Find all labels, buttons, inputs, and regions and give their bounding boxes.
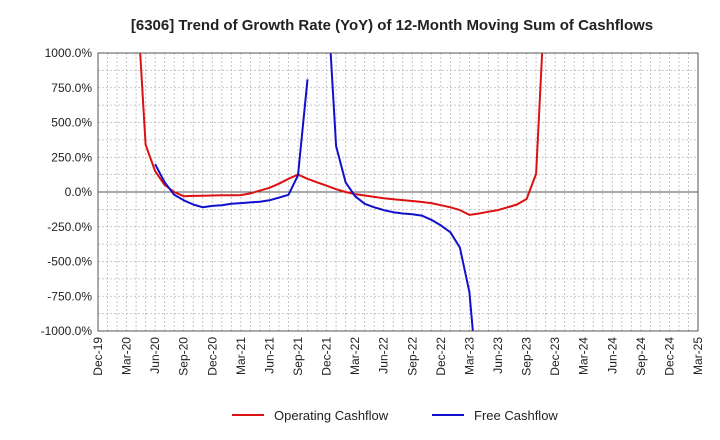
x-tick-label: Dec-22 bbox=[434, 337, 448, 376]
x-tick-label: Mar-21 bbox=[234, 337, 248, 375]
x-tick-label: Mar-25 bbox=[691, 337, 705, 375]
series-line-free-cashflow bbox=[329, 53, 474, 331]
x-tick-label: Sep-23 bbox=[520, 337, 534, 376]
x-tick-label: Dec-19 bbox=[91, 337, 105, 376]
x-axis-tick-labels: Dec-19 Mar-20 Jun-20 Sep-20 Dec-20 Mar-21 Jun-… bbox=[91, 337, 705, 376]
x-tick-label: Jun-23 bbox=[491, 337, 505, 374]
y-tick-label: 1000.0% bbox=[45, 46, 93, 60]
x-tick-label: Mar-24 bbox=[577, 337, 591, 375]
x-tick-label: Jun-22 bbox=[377, 337, 391, 374]
x-tick-label: Jun-20 bbox=[148, 337, 162, 374]
y-tick-label: 500.0% bbox=[51, 116, 92, 130]
horizontal-gridlines bbox=[98, 52, 698, 332]
x-tick-label: Mar-23 bbox=[462, 337, 476, 375]
y-tick-label: -250.0% bbox=[47, 220, 92, 234]
x-tick-label: Mar-20 bbox=[120, 337, 134, 375]
y-axis-tick-labels: 1000.0% 750.0% 500.0% 250.0% 0.0% -250.0% -500… bbox=[41, 46, 93, 338]
y-tick-label: 750.0% bbox=[51, 81, 92, 95]
x-tick-label: Sep-22 bbox=[405, 337, 419, 376]
x-tick-label: Sep-21 bbox=[291, 337, 305, 376]
series-line-free-cashflow bbox=[154, 79, 309, 209]
x-tick-label: Jun-21 bbox=[262, 337, 276, 374]
y-tick-label: -500.0% bbox=[47, 255, 92, 269]
x-tick-label: Dec-24 bbox=[662, 337, 676, 376]
y-tick-label: -750.0% bbox=[47, 289, 92, 303]
legend-label: Free Cashflow bbox=[474, 408, 558, 423]
y-tick-label: 0.0% bbox=[65, 185, 93, 199]
series-lines bbox=[139, 53, 544, 331]
x-tick-label: Jun-24 bbox=[605, 337, 619, 374]
legend-label: Operating Cashflow bbox=[274, 408, 389, 423]
x-tick-label: Sep-20 bbox=[177, 337, 191, 376]
plot-frame bbox=[97, 52, 699, 332]
y-tick-label: -1000.0% bbox=[41, 324, 93, 338]
series-line-operating-cashflow bbox=[139, 53, 544, 216]
legend: Operating Cashflow Free Cashflow bbox=[232, 408, 558, 423]
y-tick-label: 250.0% bbox=[51, 150, 92, 164]
x-tick-label: Sep-24 bbox=[634, 337, 648, 376]
x-tick-label: Mar-22 bbox=[348, 337, 362, 375]
x-tick-label: Dec-21 bbox=[320, 337, 334, 376]
x-tick-label: Dec-20 bbox=[205, 337, 219, 376]
chart-title: [6306] Trend of Growth Rate (YoY) of 12-… bbox=[131, 17, 653, 34]
x-tick-label: Dec-23 bbox=[548, 337, 562, 376]
